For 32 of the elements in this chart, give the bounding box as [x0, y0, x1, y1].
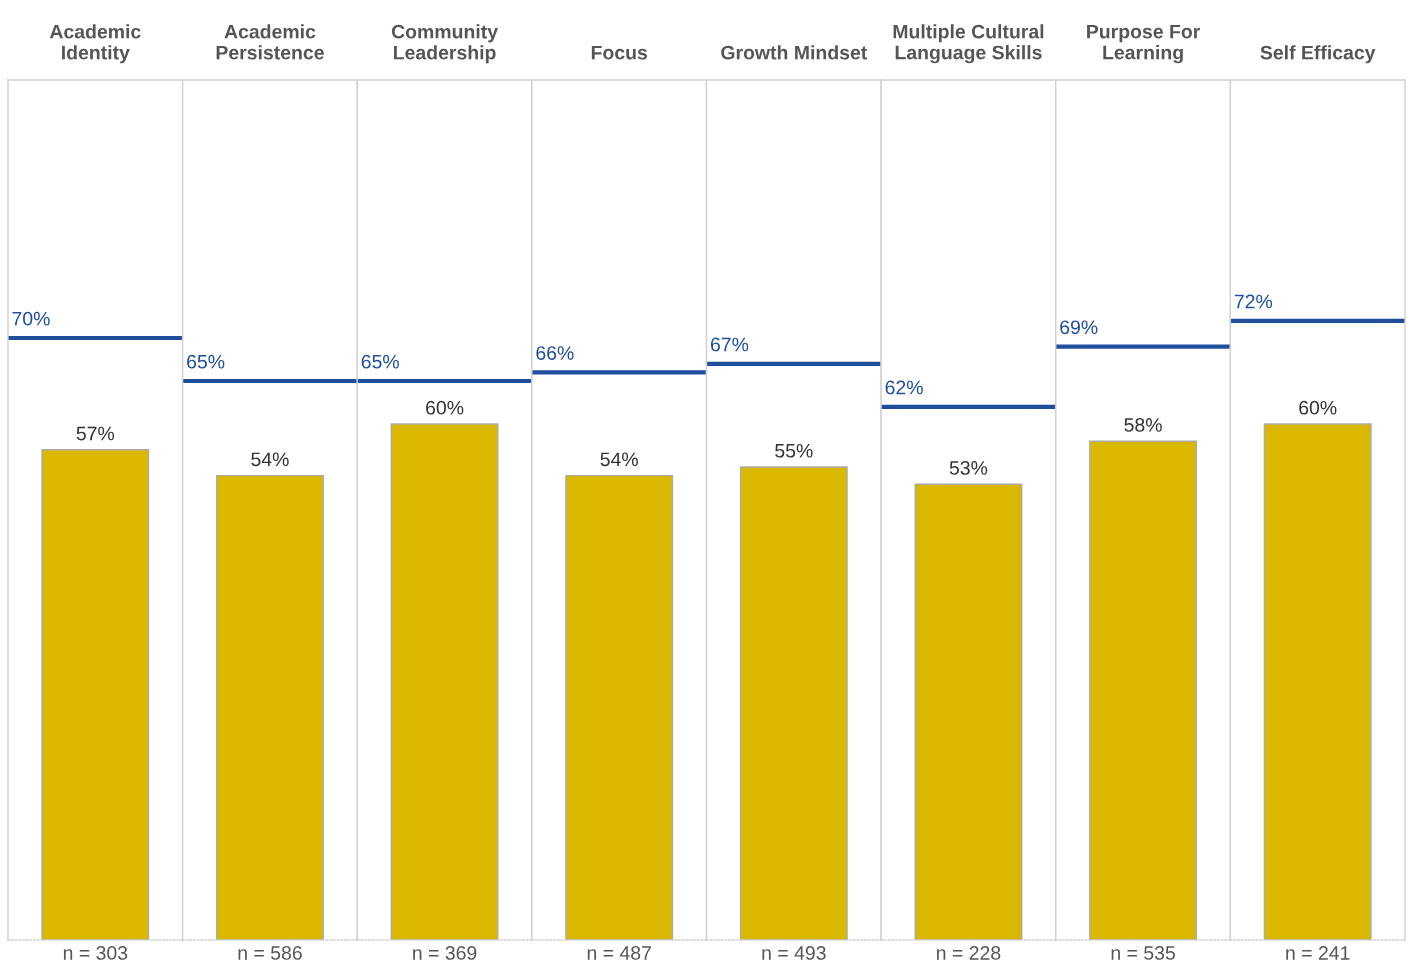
- data-label: 60%: [426, 400, 464, 415]
- x-axis-title: n = 487: [587, 946, 651, 960]
- data-label: 57%: [76, 426, 115, 441]
- ref-line-label: 65%: [187, 354, 225, 369]
- ref-line-label: 69%: [1060, 320, 1098, 335]
- ref-line-label: 72%: [1234, 294, 1273, 309]
- data-label: 53%: [949, 461, 988, 475]
- ref-line-label: 66%: [536, 346, 574, 360]
- x-axis-title: n = 535: [1111, 946, 1175, 960]
- x-axis-title: n = 493: [762, 946, 826, 960]
- ref-line-label: 70%: [12, 311, 50, 326]
- x-tick-label: Multiple Cultural Language Skills: [893, 24, 1044, 64]
- x-tick-label: Focus: [591, 45, 648, 60]
- x-axis-title: n = 228: [937, 946, 1001, 960]
- x-tick-label: Self Efficacy: [1260, 45, 1376, 64]
- x-tick-label: Purpose For Learning: [1087, 24, 1201, 64]
- x-tick-label: Academic Identity: [49, 24, 141, 64]
- data-label: 55%: [775, 443, 813, 458]
- data-label: 58%: [1124, 418, 1162, 432]
- x-axis-title: n = 303: [63, 946, 128, 960]
- ref-line-label: 67%: [710, 337, 749, 352]
- data-label: 60%: [1299, 400, 1337, 415]
- ref-line-label: 65%: [361, 354, 399, 369]
- x-axis-title: n = 241: [1286, 946, 1350, 960]
- x-tick-label: Academic Persistence: [216, 24, 324, 60]
- data-label: 54%: [251, 452, 289, 467]
- ref-line-label: 62%: [885, 380, 923, 395]
- x-tick-label: Community Leadership: [391, 24, 498, 64]
- x-axis-title: n = 369: [413, 946, 477, 960]
- x-tick-label: Growth Mindset: [721, 45, 868, 60]
- data-label: 54%: [600, 452, 638, 467]
- x-axis-title: n = 586: [238, 946, 302, 960]
